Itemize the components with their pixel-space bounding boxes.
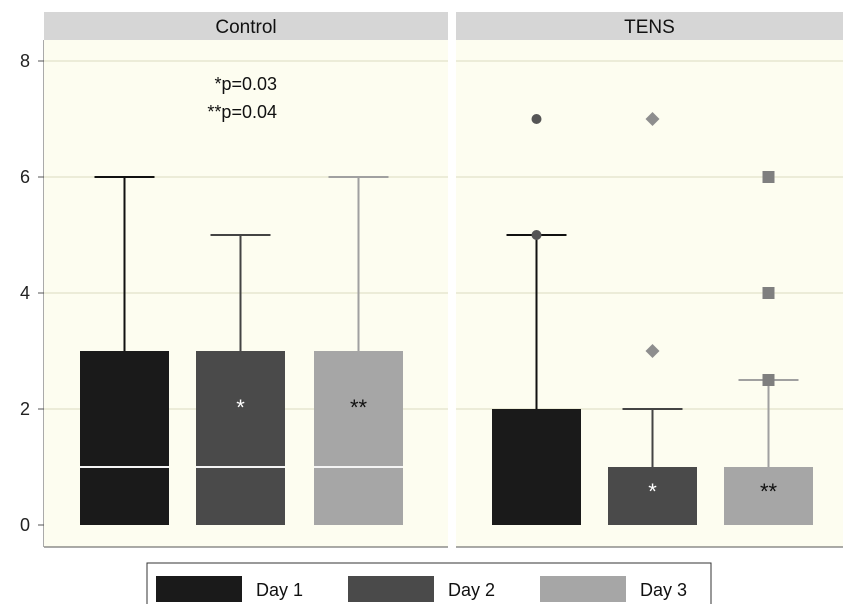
p-value-annotation: *p=0.03 (214, 74, 277, 94)
y-tick-label: 0 (20, 515, 30, 535)
legend-item: Day 3 (540, 576, 687, 602)
outlier-point (645, 112, 660, 126)
panel-control: Control*p=0.03**p=0.04* ** (44, 12, 448, 548)
legend-swatch (156, 576, 242, 602)
legend-item: Day 1 (156, 576, 303, 602)
y-tick-label: 4 (20, 283, 30, 303)
panel-header (44, 12, 448, 40)
box-iqr (492, 409, 581, 525)
legend-swatch (540, 576, 626, 602)
outlier-point (762, 171, 775, 183)
significance-marker: * (236, 395, 245, 420)
y-tick-label: 2 (20, 399, 30, 419)
outlier-point (531, 114, 542, 124)
box-iqr (314, 351, 403, 525)
legend-label: Day 3 (640, 580, 687, 600)
box-day-1 (80, 176, 169, 525)
significance-marker: * (648, 479, 657, 504)
box-iqr (724, 467, 813, 525)
box-day-3: ** (724, 171, 813, 525)
legend: Day 1 Day 2 Day 3 (146, 562, 712, 604)
panel-tens: TENS* ** (456, 12, 843, 548)
p-value-annotation: **p=0.04 (207, 102, 277, 122)
outlier-point (531, 230, 542, 240)
legend-label: Day 1 (256, 580, 303, 600)
outlier-point (645, 344, 660, 358)
outlier-point (762, 287, 775, 299)
significance-marker: ** (350, 395, 368, 420)
box-day-2: * (608, 112, 697, 525)
panel-title: Control (215, 17, 276, 38)
box-day-2: * (196, 234, 285, 525)
legend-label: Day 2 (448, 580, 495, 600)
y-tick-label: 6 (20, 167, 30, 187)
box-iqr (80, 351, 169, 525)
y-tick-label: 8 (20, 51, 30, 71)
panel-title: TENS (624, 17, 675, 38)
legend-item: Day 2 (348, 576, 495, 602)
outlier-point (762, 374, 775, 386)
legend-swatch (348, 576, 434, 602)
box-day-3: ** (314, 176, 403, 525)
significance-marker: ** (760, 479, 778, 504)
box-iqr (608, 467, 697, 525)
box-day-1 (492, 114, 581, 525)
y-axis: 0 2 4 6 8 (20, 40, 45, 547)
box-iqr (196, 351, 285, 525)
panel-header (456, 12, 843, 40)
